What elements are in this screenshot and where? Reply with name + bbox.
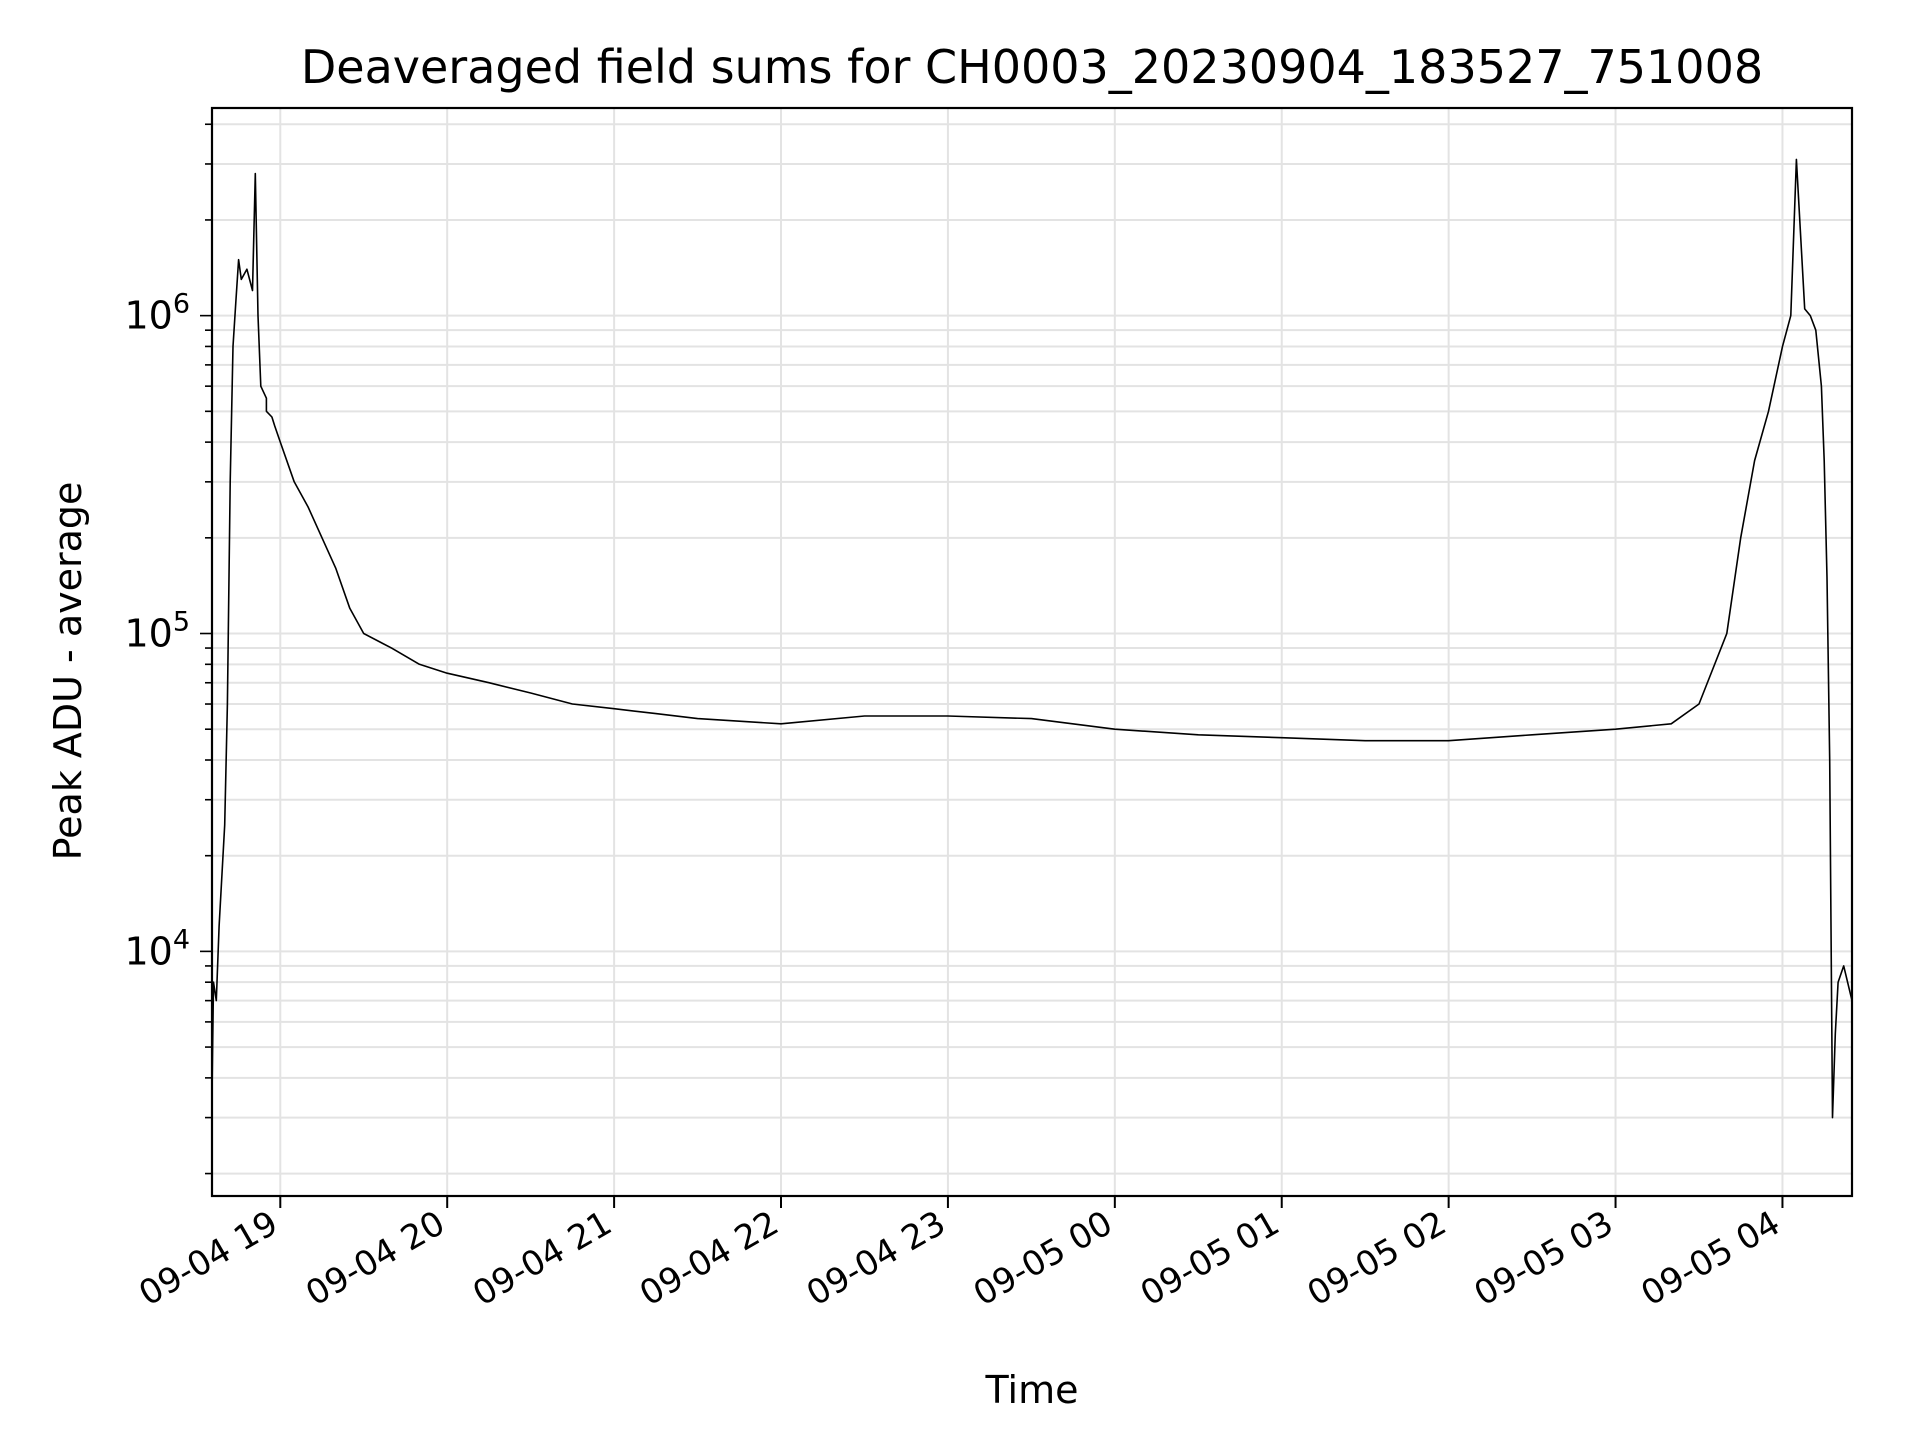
x-tick-label: 09-04 20 [299, 1203, 451, 1314]
chart-title: Deaveraged field sums for CH0003_2023090… [300, 40, 1764, 94]
x-tick-label: 09-05 01 [1134, 1203, 1286, 1314]
y-tick-label: 106 [124, 289, 190, 338]
x-tick-label: 09-04 23 [800, 1203, 952, 1314]
x-axis-label: Time [985, 1368, 1079, 1412]
y-tick-base: 10 [124, 612, 172, 656]
x-tick-label: 09-05 02 [1301, 1203, 1453, 1314]
y-tick-exponent: 4 [173, 924, 190, 955]
plot-frame [210, 106, 1854, 1198]
series-line [211, 158, 1853, 1119]
x-tick-label: 09-04 21 [466, 1203, 618, 1314]
x-tick-label: 09-05 04 [1635, 1203, 1787, 1314]
y-tick-exponent: 6 [173, 289, 190, 320]
x-tick-label: 09-05 03 [1468, 1203, 1620, 1314]
x-tick-label: 09-04 19 [132, 1203, 284, 1314]
y-tick-exponent: 5 [173, 607, 190, 638]
tick-layer: 09-04 19 09-04 20 09-04 21 09-04 22 09-04 23… [124, 123, 1787, 1314]
y-tick-base: 10 [124, 294, 172, 338]
y-axis-label: Peak ADU - average [46, 481, 90, 861]
grid-lines [212, 108, 1852, 1196]
y-tick-label: 104 [124, 924, 190, 973]
x-tick-label: 09-05 00 [967, 1203, 1119, 1314]
y-tick-base: 10 [124, 929, 172, 973]
x-tick-label: 09-04 22 [633, 1203, 785, 1314]
y-tick-label: 105 [124, 607, 190, 656]
series-layer [211, 158, 1853, 1119]
